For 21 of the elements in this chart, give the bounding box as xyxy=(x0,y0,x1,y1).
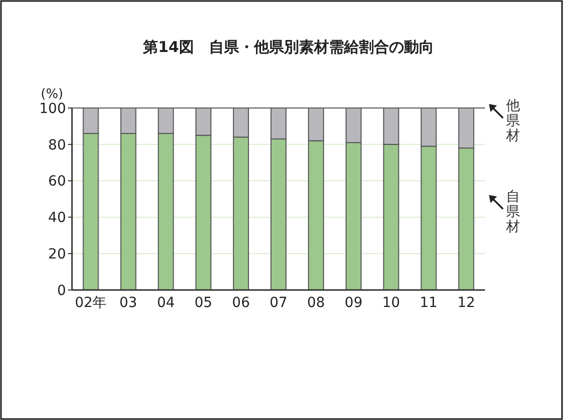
y-tick-label: 60 xyxy=(48,174,66,190)
y-tick-label: 80 xyxy=(48,137,66,154)
x-tick-label: 07 xyxy=(270,295,288,311)
y-axis-title: (%) xyxy=(40,87,64,102)
y-tick-label: 20 xyxy=(48,246,66,262)
y-tick-label: 0 xyxy=(57,282,66,299)
x-tick-label: 05 xyxy=(194,295,212,311)
chart-title: 第14図 自県・他県別素材需給割合の動向 xyxy=(142,38,434,56)
x-tick-label: 08 xyxy=(307,295,325,311)
x-tick-label: 04 xyxy=(156,295,175,311)
text: 自県材 xyxy=(505,189,520,236)
text: 他県材 xyxy=(505,98,520,144)
x-tick-label: 10 xyxy=(382,295,400,311)
x-tick-label: 12 xyxy=(457,295,476,311)
x-tick-label: 11 xyxy=(420,295,438,311)
y-tick-label: 100 xyxy=(39,100,66,117)
x-tick-label: 09 xyxy=(344,295,363,311)
y-tick-label: 40 xyxy=(48,210,66,226)
x-tick-label: 06 xyxy=(232,295,250,311)
x-tick-label: 03 xyxy=(119,295,138,311)
x-tick-label: 02年 xyxy=(74,295,107,311)
